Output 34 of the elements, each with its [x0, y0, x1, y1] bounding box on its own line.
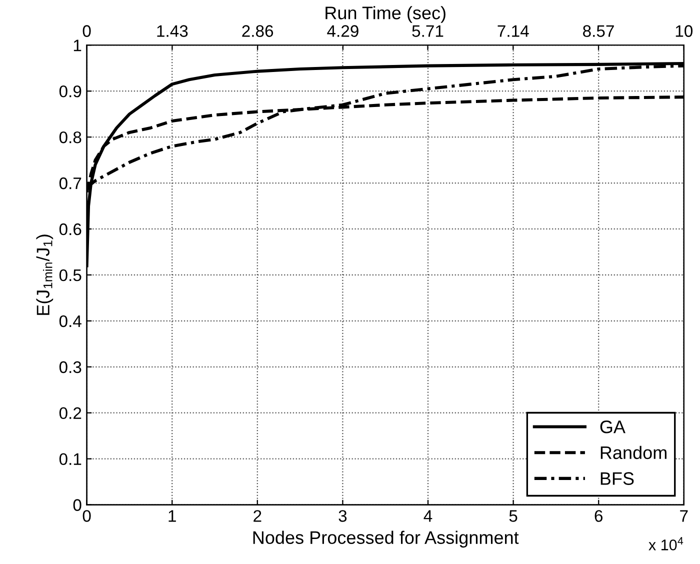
x2-tick-label: 4.29: [327, 25, 358, 37]
y-tick-label: 0.1: [59, 453, 82, 466]
x-tick-label: 5: [509, 510, 518, 522]
y-tick-label: 0.5: [59, 269, 82, 282]
x-tick-label: 3: [338, 510, 347, 522]
y-tick-label: 0.8: [59, 131, 82, 144]
y-axis-title: E(J$_{1min}$/J$_{1}$): [36, 234, 54, 315]
legend-label: BFS: [600, 472, 634, 485]
x-axis-title: Nodes Processed for Assignment: [253, 530, 519, 548]
x2-tick-label: 8.57: [583, 25, 614, 37]
y-tick-label: 0: [73, 499, 82, 511]
legend-label: Random: [600, 446, 666, 460]
x-tick-label: 1: [168, 510, 176, 522]
y-tick-label: 0.7: [59, 177, 82, 190]
x2-tick-label: 0: [82, 25, 91, 37]
x-tick-label: 0: [82, 510, 91, 522]
x2-tick-label: 5.71: [412, 25, 444, 37]
x2-axis-title: Run Time (sec): [326, 6, 446, 23]
y-tick-label: 1: [74, 40, 82, 52]
x-tick-label: 7: [680, 510, 688, 522]
x2-tick-label: 2.86: [242, 25, 274, 37]
x-tick-label: 4: [424, 510, 432, 522]
x2-tick-label: 7.14: [498, 25, 529, 37]
x2-tick-label: 10: [676, 25, 693, 37]
x-tick-label: 2: [254, 510, 262, 522]
text: x 10$^{4}$: [648, 537, 684, 550]
y-tick-label: 0.2: [59, 407, 82, 420]
y-tick-label: 0.3: [59, 361, 82, 374]
x2-tick-label: 1.43: [157, 25, 188, 37]
legend-label: GA: [600, 420, 626, 434]
x-tick-label: 6: [594, 510, 602, 522]
y-tick-label: 0.6: [59, 223, 82, 236]
y-tick-label: 0.9: [59, 85, 82, 98]
y-tick-label: 0.4: [59, 315, 82, 328]
